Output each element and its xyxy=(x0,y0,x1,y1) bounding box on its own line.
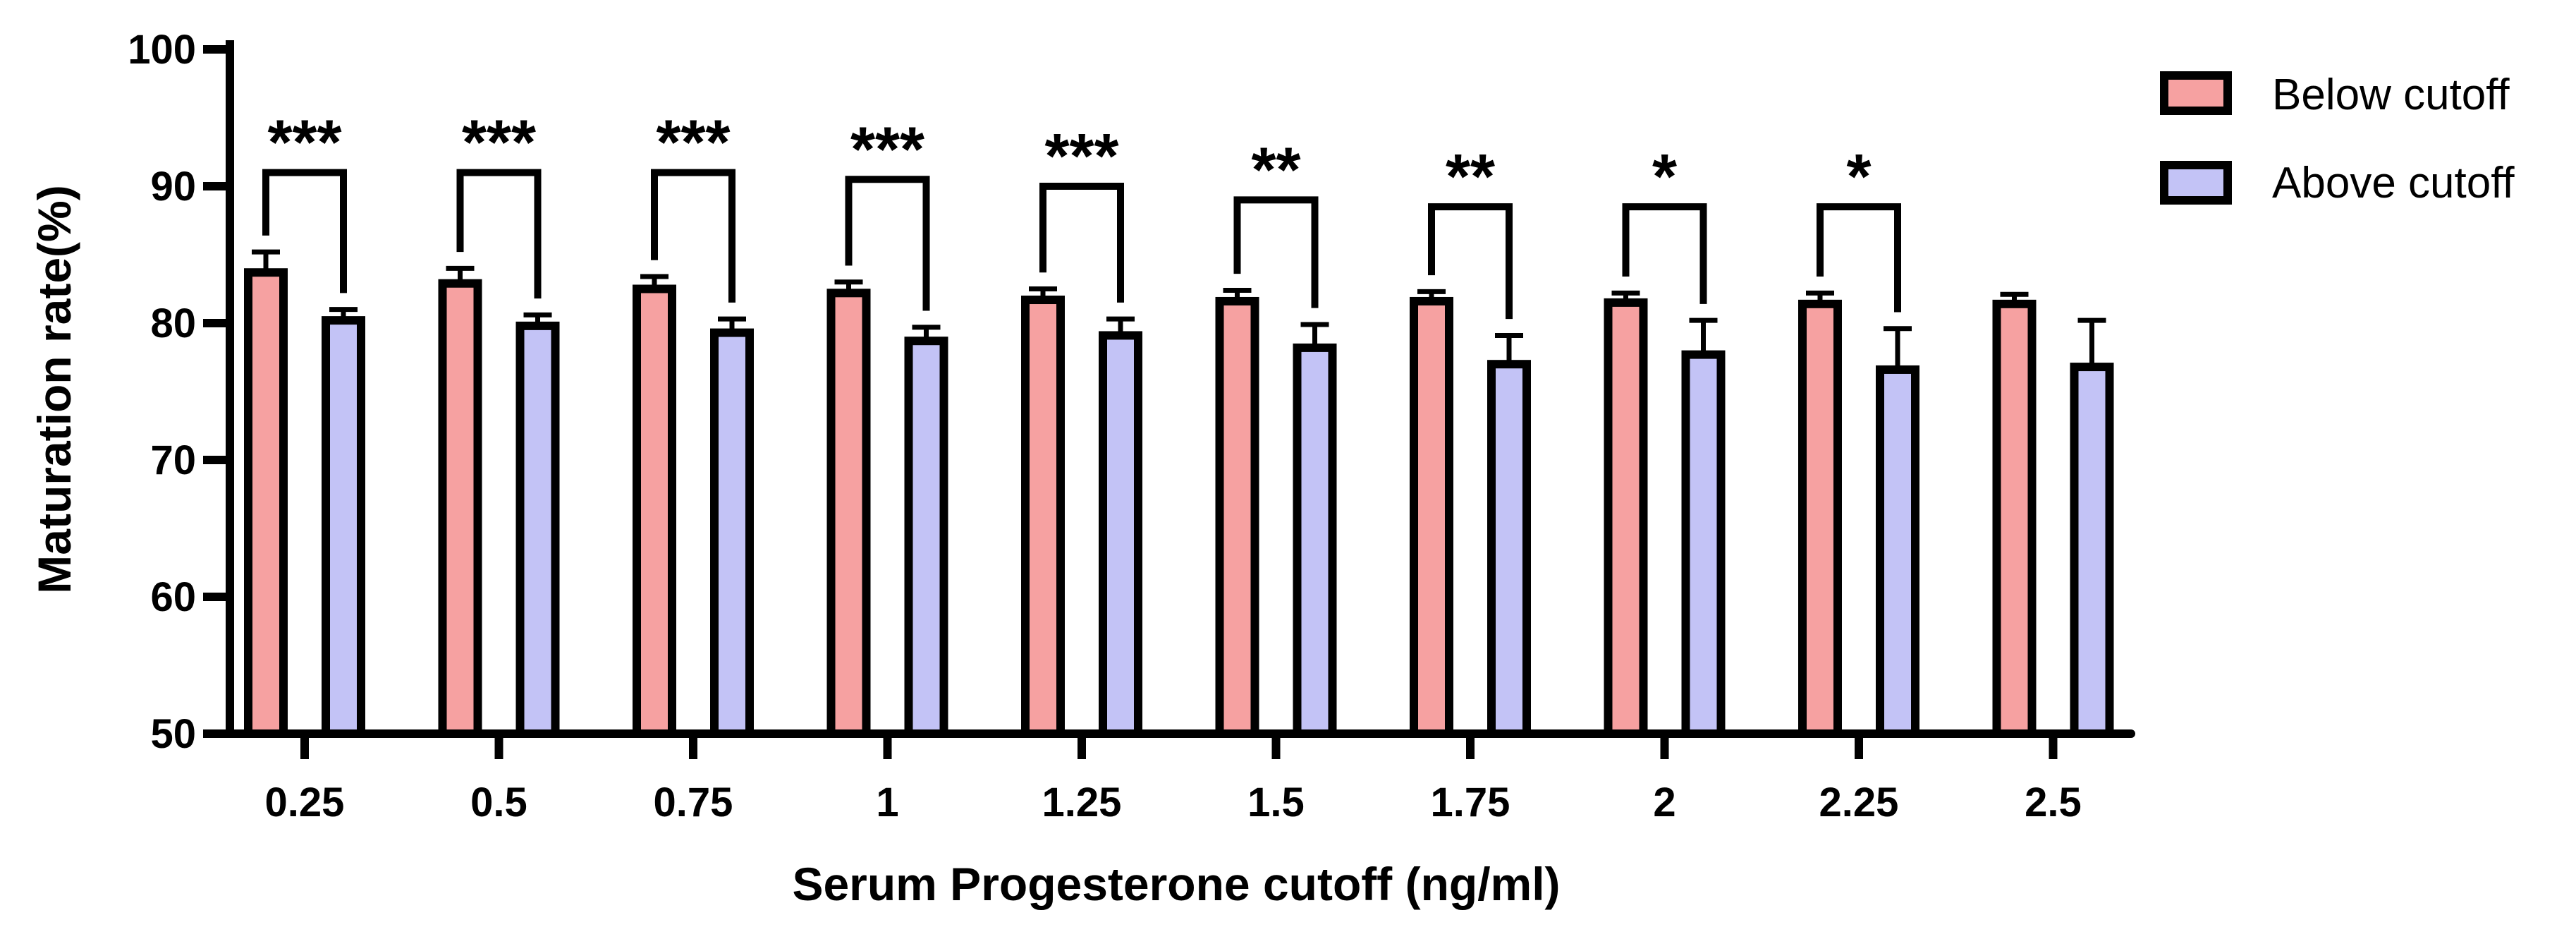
significance-bracket xyxy=(456,169,542,299)
x-axis-title: Serum Progesterone cutoff (ng/ml) xyxy=(792,858,1560,910)
y-axis-title: Maturation rate(%) xyxy=(28,185,80,593)
significance-label: ** xyxy=(1251,135,1300,205)
bar-below-cutoff xyxy=(1604,298,1648,738)
bar-below-cutoff xyxy=(1021,296,1065,738)
error-bars-layer xyxy=(252,249,2106,370)
x-tick-label: 2 xyxy=(1653,780,1675,825)
significance-label: *** xyxy=(850,114,924,185)
bar-below-cutoff xyxy=(1215,296,1259,738)
bar-above-cutoff xyxy=(1681,350,1726,738)
significance-bracket xyxy=(1817,203,1901,313)
significance-label: ** xyxy=(1446,142,1495,212)
bar-below-cutoff xyxy=(826,289,871,738)
x-tick-label: 2.5 xyxy=(2025,780,2082,825)
x-tick-label: 0.25 xyxy=(265,780,345,825)
legend-swatch-below xyxy=(2160,71,2232,115)
significance-layer: *** *** *** *** *** ** ** * * xyxy=(262,108,1901,320)
bar-above-cutoff xyxy=(322,316,365,738)
y-tick-label: 60 xyxy=(150,574,196,620)
x-tick-label: 1.5 xyxy=(1247,780,1305,825)
x-tick-label: 1.25 xyxy=(1042,780,1122,825)
y-tick-label: 50 xyxy=(150,711,196,757)
bar-above-cutoff xyxy=(2070,363,2114,738)
legend-swatch-above xyxy=(2160,161,2232,205)
x-tick-label: 1 xyxy=(876,780,898,825)
significance-bracket xyxy=(1039,183,1124,303)
bar-below-cutoff xyxy=(1798,299,1842,738)
legend: Below cutoff Above cutoff xyxy=(2160,71,2515,207)
significance-bracket xyxy=(651,169,735,303)
significance-bracket xyxy=(845,176,930,311)
bars-layer xyxy=(244,268,2114,739)
significance-label: *** xyxy=(656,108,730,178)
bar-above-cutoff xyxy=(1293,343,1337,739)
significance-label: *** xyxy=(462,108,536,178)
significance-bracket xyxy=(1622,203,1707,304)
x-ticks: 0.25 0.5 0.75 1 1.25 1.5 1.75 2 2.25 2.5 xyxy=(265,734,2082,825)
y-tick-label: 70 xyxy=(150,437,196,483)
bar-above-cutoff xyxy=(1099,331,1142,738)
x-tick-label: 0.75 xyxy=(654,780,733,825)
significance-label: *** xyxy=(267,108,341,178)
bar-below-cutoff xyxy=(633,284,676,738)
x-tick-label: 2.25 xyxy=(1819,780,1899,825)
y-tick-label: 80 xyxy=(150,301,196,346)
significance-bracket xyxy=(262,169,347,293)
significance-bracket xyxy=(1233,196,1319,308)
bar-below-cutoff xyxy=(1410,296,1453,738)
x-tick-label: 0.5 xyxy=(470,780,527,825)
significance-label: *** xyxy=(1044,121,1118,192)
x-tick-label: 1.75 xyxy=(1431,780,1510,825)
bar-above-cutoff xyxy=(1876,365,1919,738)
bar-above-cutoff xyxy=(515,321,560,738)
significance-bracket xyxy=(1428,203,1513,320)
legend-label-below: Below cutoff xyxy=(2272,71,2510,119)
bar-below-cutoff xyxy=(1992,299,2037,738)
bar-below-cutoff xyxy=(244,268,288,739)
significance-label: * xyxy=(1652,142,1677,212)
legend-label-above: Above cutoff xyxy=(2272,159,2515,207)
y-tick-label: 90 xyxy=(150,164,196,210)
bar-above-cutoff xyxy=(904,337,948,739)
bar-below-cutoff xyxy=(438,279,482,738)
plot-area: *** *** *** *** *** ** ** * * xyxy=(244,108,2114,739)
y-ticks: 50 60 70 80 90 100 xyxy=(128,27,230,757)
y-tick-label: 100 xyxy=(128,27,196,73)
bar-above-cutoff xyxy=(710,328,754,738)
bar-above-cutoff xyxy=(1487,360,1531,738)
significance-label: * xyxy=(1846,142,1871,212)
axes xyxy=(221,40,2135,738)
